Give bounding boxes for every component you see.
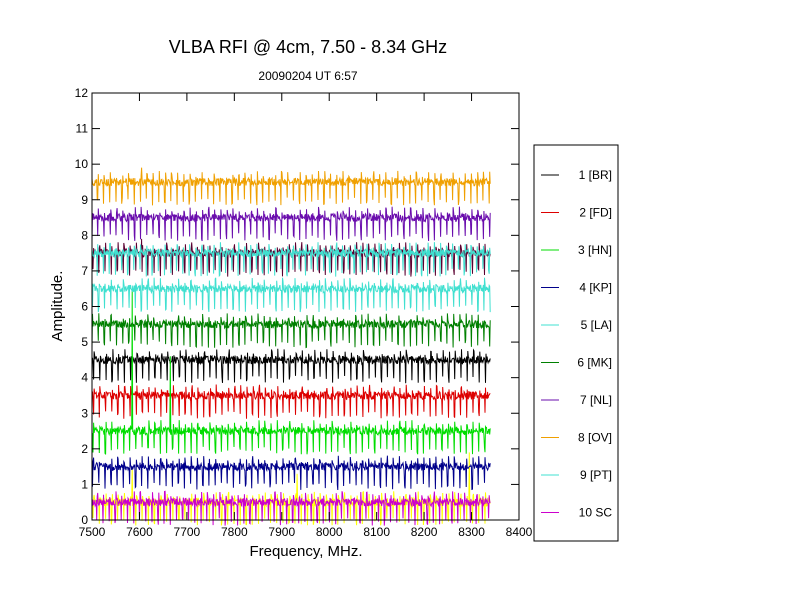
y-tick-label: 8 (81, 228, 88, 242)
plot-frame (91, 92, 520, 521)
x-tick-label: 8200 (411, 525, 438, 539)
legend-label: 4 [KP] (579, 281, 612, 295)
legend-box (533, 144, 619, 542)
y-tick-label: 6 (81, 300, 88, 314)
y-tick-label: 4 (81, 371, 88, 385)
y-tick-label: 12 (75, 86, 89, 100)
x-tick-label: 7900 (268, 525, 295, 539)
legend-label: 5 [LA] (581, 318, 612, 332)
series-line (91, 242, 491, 278)
y-tick-label: 10 (75, 157, 89, 171)
legend-label: 6 [MK] (577, 356, 612, 370)
x-tick-label: 8000 (316, 525, 343, 539)
y-tick-label: 1 (81, 477, 88, 491)
x-tick-label: 7500 (79, 525, 106, 539)
series-line (91, 490, 491, 526)
series-line (91, 288, 491, 455)
series-line (91, 206, 491, 242)
chart-subtitle: 20090204 UT 6:57 (258, 69, 358, 83)
legend: 1 [BR] 2 [FD] 3 [HN] 4 [KP] 5 [LA] 6 [MK] 7 [N… (533, 144, 619, 542)
y-tick-label: 0 (81, 513, 88, 527)
series-line (91, 167, 491, 206)
y-tick-label: 3 (81, 406, 88, 420)
chart-title: VLBA RFI @ 4cm, 7.50 - 8.34 GHz (169, 37, 447, 57)
x-tick-label: 8400 (506, 525, 533, 539)
x-tick-labels: 7500 7600 7700 7800 7900 8000 8100 8200 8300 8400 (79, 525, 533, 539)
x-tick-label: 7600 (126, 525, 153, 539)
axis-ticks (91, 92, 520, 521)
legend-label: 3 [HN] (578, 243, 612, 257)
y-tick-label: 7 (81, 264, 88, 278)
legend-label: 8 [OV] (578, 431, 612, 445)
y-axis-label: Amplitude. (49, 271, 66, 342)
legend-items: 1 [BR] 2 [FD] 3 [HN] 4 [KP] 5 [LA] 6 [MK] 7 [N… (541, 168, 612, 520)
series-line (91, 384, 491, 419)
legend-label: 1 [BR] (579, 168, 612, 182)
series-line (91, 455, 491, 491)
x-axis-label: Frequency, MHz. (249, 543, 362, 560)
y-tick-label: 5 (81, 335, 88, 349)
legend-label: 7 [NL] (580, 393, 612, 407)
legend-label: 2 [FD] (579, 206, 612, 220)
y-tick-label: 9 (81, 193, 88, 207)
y-tick-label: 11 (76, 122, 89, 136)
x-tick-label: 8300 (458, 525, 485, 539)
legend-label: 10 SC (579, 506, 613, 520)
x-tick-label: 7700 (174, 525, 201, 539)
x-tick-label: 8100 (363, 525, 390, 539)
legend-label: 9 [PT] (580, 468, 612, 482)
y-tick-label: 2 (81, 442, 88, 456)
series-line (91, 313, 491, 349)
series-line (91, 277, 491, 313)
plot-traces (91, 167, 491, 526)
series-line (91, 348, 491, 384)
x-tick-label: 7800 (221, 525, 248, 539)
